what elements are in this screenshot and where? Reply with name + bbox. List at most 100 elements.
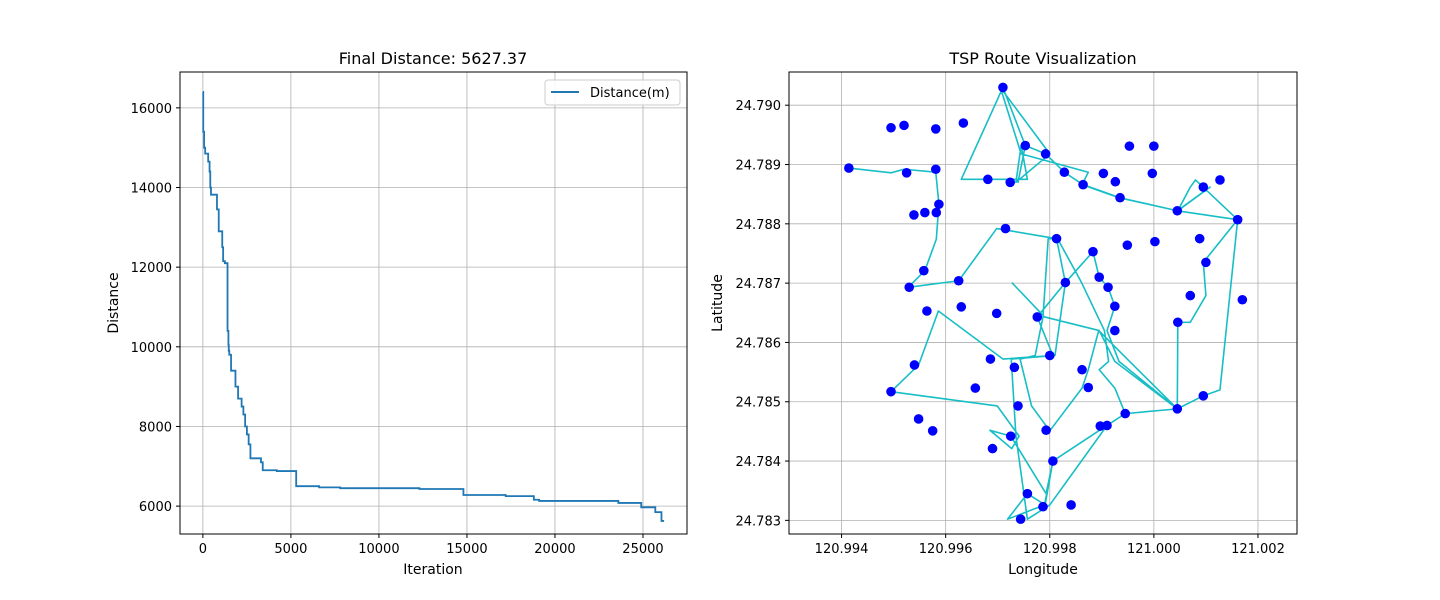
city-point: [1005, 177, 1016, 188]
x-tick-label: 10000: [358, 542, 399, 557]
route-chart: TSP Route Visualization 120.994 120.996 12…: [710, 49, 1298, 578]
city-point: [1185, 290, 1196, 301]
x-tick-label: 15000: [446, 542, 487, 557]
city-point: [904, 282, 915, 293]
x-tick-label: 25000: [622, 542, 663, 557]
y-tick-label: 8000: [139, 420, 172, 435]
city-point: [1122, 240, 1133, 250]
city-point: [1051, 233, 1062, 244]
distance-chart-title: Final Distance: 5627.37: [339, 49, 528, 68]
city-point: [983, 174, 993, 185]
city-point: [1172, 404, 1183, 414]
x-tick-label: 0: [199, 542, 207, 557]
x-tick-label: 120.998: [1023, 542, 1077, 557]
distance-chart-frame: [179, 71, 688, 535]
legend-box: [544, 79, 681, 106]
y-tick-label: 24.787: [736, 277, 782, 292]
distance-series-line: [202, 91, 665, 522]
city-point: [1020, 140, 1031, 151]
route-chart-title: TSP Route Visualization: [948, 49, 1136, 68]
city-point: [901, 168, 912, 178]
city-point: [1015, 514, 1026, 524]
city-point: [987, 443, 998, 454]
y-tick-label: 24.784: [736, 455, 782, 470]
city-point: [958, 118, 969, 128]
route-line: [848, 86, 1239, 520]
distance-chart-legend: Distance(m): [544, 79, 681, 106]
city-point: [930, 124, 941, 134]
city-point: [1120, 408, 1131, 419]
city-point: [1124, 141, 1135, 151]
city-point: [927, 426, 938, 436]
city-point: [919, 265, 929, 276]
city-point: [1194, 233, 1205, 244]
route-chart-points: [844, 82, 1248, 524]
city-point: [1215, 175, 1225, 185]
city-point: [970, 383, 981, 393]
city-point: [899, 120, 909, 131]
route-chart-grid: [789, 72, 1297, 534]
city-point: [909, 210, 919, 220]
city-point: [1098, 168, 1109, 179]
city-point: [1198, 182, 1209, 192]
y-tick-label: 24.786: [736, 336, 782, 351]
y-tick-label: 12000: [131, 261, 172, 276]
distance-chart-xlabel: Iteration: [403, 562, 462, 578]
city-point: [1059, 167, 1070, 178]
city-point: [1201, 257, 1211, 268]
y-tick-label: 24.789: [736, 159, 782, 174]
city-point: [1198, 391, 1209, 401]
city-point: [1237, 294, 1248, 305]
route-chart-ticks: 120.994 120.996 120.998 121.000 121.002 24.78…: [736, 99, 1285, 557]
city-point: [953, 275, 964, 286]
city-point: [1038, 501, 1048, 512]
city-point: [886, 386, 896, 397]
city-point: [991, 308, 1002, 319]
distance-chart-ylabel: Distance: [106, 272, 122, 333]
y-tick-label: 16000: [131, 102, 172, 117]
x-tick-label: 120.994: [815, 542, 869, 557]
city-point: [985, 354, 996, 364]
city-point: [1103, 282, 1113, 293]
x-tick-label: 120.996: [919, 542, 973, 557]
route-chart-xlabel: Longitude: [1008, 562, 1078, 578]
city-point: [956, 302, 967, 312]
x-tick-label: 5000: [274, 542, 307, 557]
city-point: [1102, 420, 1112, 431]
x-tick-label: 121.002: [1231, 542, 1285, 557]
city-point: [1044, 350, 1055, 361]
distance-chart-ticks: 0 5000 10000 15000 20000 25000 6000 8000 10000 12…: [131, 102, 664, 557]
city-point: [1013, 401, 1023, 411]
city-point: [909, 360, 920, 370]
city-point: [931, 207, 942, 218]
city-point: [1232, 214, 1243, 225]
distance-chart: Final Distance: 5627.37 0 5000 10000 15000 2…: [106, 49, 688, 578]
city-point: [1083, 382, 1094, 393]
route-chart-frame: [788, 71, 1298, 535]
city-point: [1078, 179, 1088, 190]
y-tick-label: 24.785: [736, 396, 782, 411]
city-point: [1173, 317, 1183, 328]
city-point: [1000, 223, 1011, 234]
city-point: [1077, 364, 1087, 375]
city-point: [1094, 272, 1105, 283]
route-chart-route: [848, 86, 1239, 520]
y-tick-label: 24.788: [736, 218, 782, 233]
city-point: [844, 163, 854, 173]
y-tick-label: 24.783: [736, 514, 782, 529]
city-point: [998, 82, 1008, 93]
city-point: [1088, 246, 1098, 257]
city-point: [1009, 362, 1020, 373]
city-point: [1060, 277, 1071, 288]
city-point: [1147, 168, 1158, 179]
distance-chart-series: [202, 91, 665, 522]
city-point: [1110, 176, 1121, 187]
city-point: [1040, 149, 1051, 159]
distance-chart-grid: [180, 72, 687, 534]
city-point: [1172, 205, 1183, 216]
city-point: [1032, 312, 1043, 322]
city-point: [930, 164, 941, 175]
city-point: [1110, 301, 1120, 312]
x-tick-label: 20000: [534, 542, 575, 557]
